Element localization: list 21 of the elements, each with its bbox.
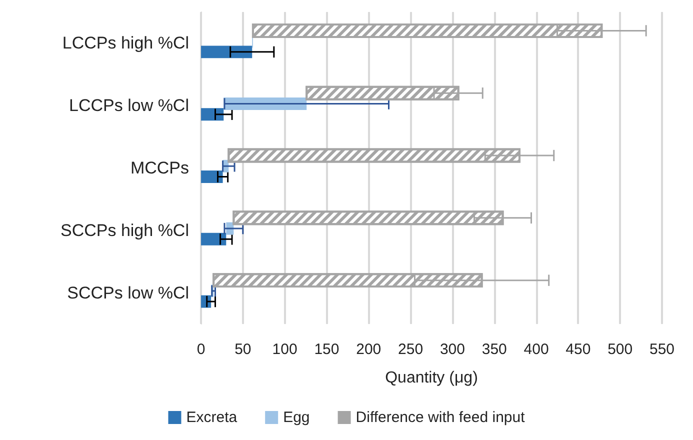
- x-axis-title: Quantity (μg): [385, 370, 478, 386]
- y-tick-label: LCCPs high %Cl: [62, 34, 189, 53]
- x-tick-label: 250: [398, 341, 424, 358]
- x-tick-label: 450: [566, 341, 591, 358]
- x-tick-label: 550: [649, 341, 675, 358]
- x-tick-label: 150: [314, 341, 340, 358]
- x-tick-label: 50: [234, 341, 252, 358]
- x-tick-label: 300: [440, 341, 465, 358]
- y-tick-label: SCCPs high %Cl: [60, 220, 189, 240]
- y-tick-label: LCCPs low %Cl: [69, 96, 189, 116]
- x-tick-label: 200: [356, 341, 382, 358]
- y-tick-label: MCCPs: [130, 158, 189, 178]
- legend-label: Egg: [283, 409, 310, 426]
- legend-label: Difference with feed input: [356, 409, 526, 426]
- legend-label: Excreta: [186, 409, 238, 426]
- x-tick-label: 0: [196, 341, 206, 358]
- y-tick-label: SCCPs low %Cl: [67, 283, 189, 302]
- x-tick-label: 100: [272, 341, 298, 358]
- x-tick-label: 400: [524, 341, 549, 358]
- x-tick-label: 350: [482, 341, 507, 358]
- x-tick-label: 500: [608, 341, 633, 358]
